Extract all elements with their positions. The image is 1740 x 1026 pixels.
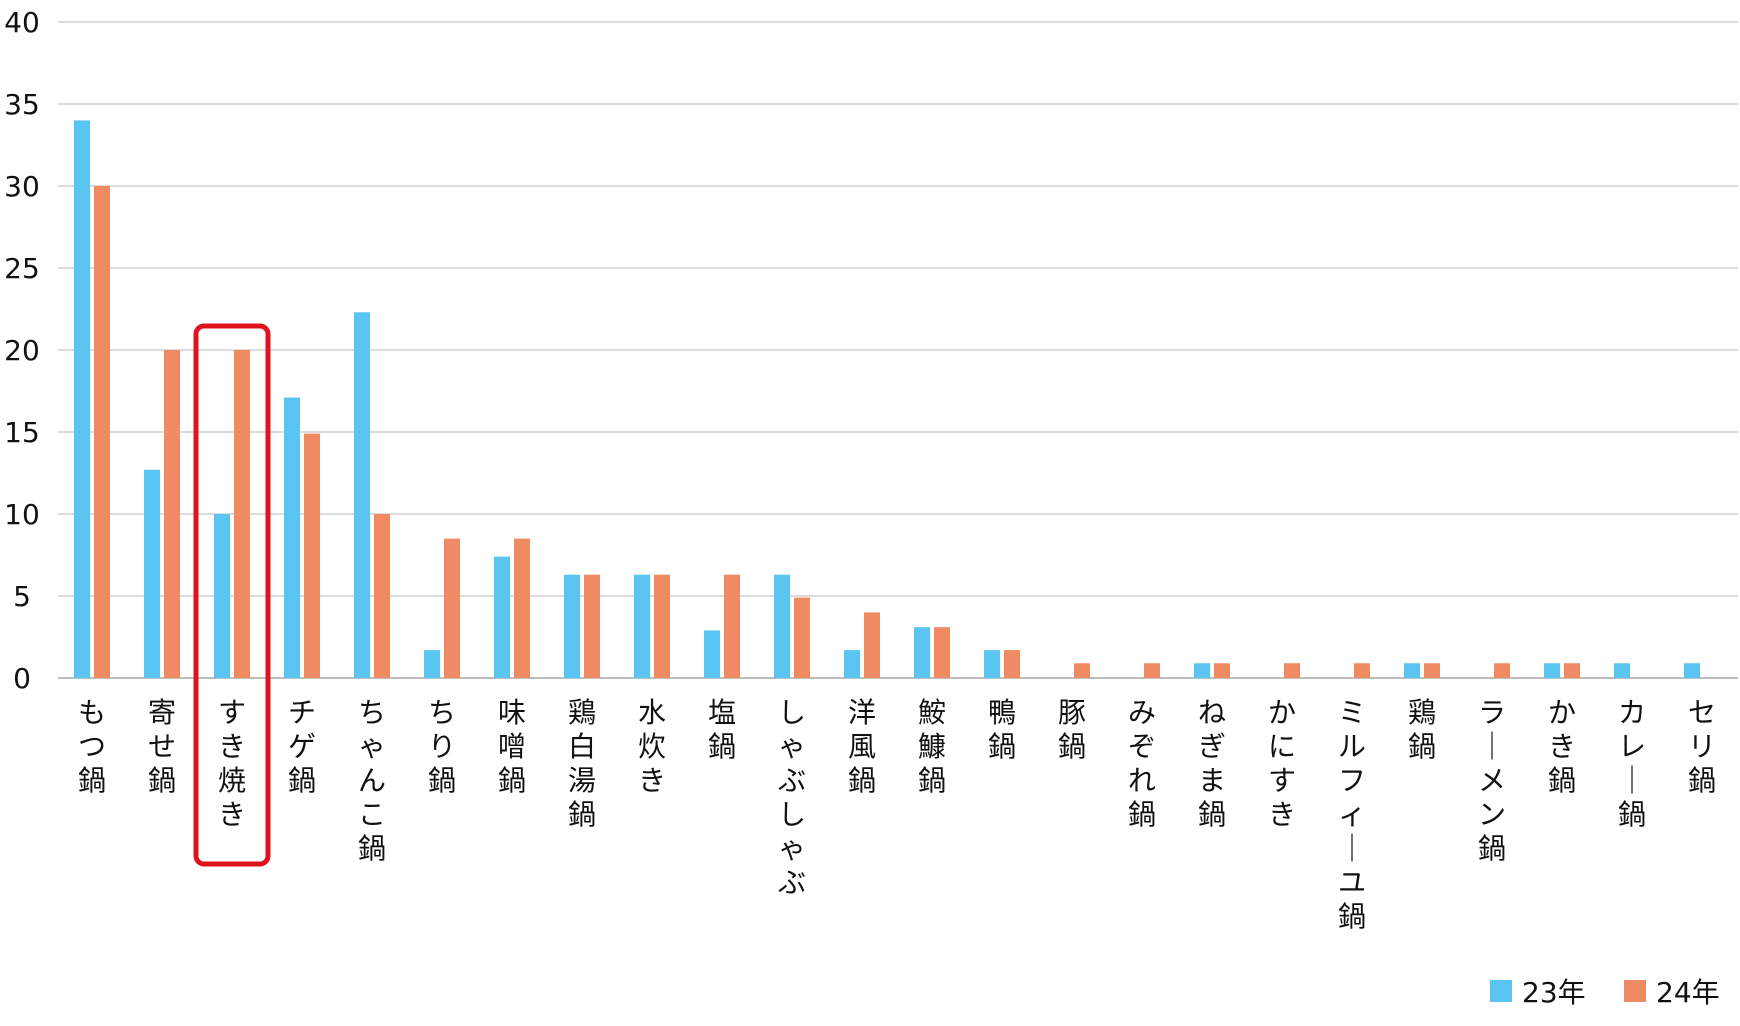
bar-series-23: [914, 627, 930, 678]
bar-series-23: [494, 556, 510, 678]
legend-swatch: [1490, 980, 1512, 1002]
x-tick-label: チゲ鍋: [288, 696, 316, 797]
bar-series-24: [1354, 663, 1370, 678]
x-tick-label: しゃぶしゃぶ: [778, 696, 806, 899]
bar-series-24: [164, 350, 180, 678]
bar-series-23: [354, 312, 370, 678]
bar-series-23: [1544, 663, 1560, 678]
x-tick-label: 鴨鍋: [988, 696, 1016, 763]
x-tick-label: ちゃんこ鍋: [358, 696, 386, 865]
bar-series-23: [144, 469, 160, 678]
bar-series-24: [444, 538, 460, 678]
x-tick-label: 寄せ鍋: [148, 696, 176, 797]
y-tick-label: 10: [4, 498, 40, 531]
bar-series-24: [1284, 663, 1300, 678]
y-tick-label: 0: [13, 662, 31, 695]
x-tick-label: すき焼き: [218, 696, 246, 831]
x-tick-label: ミルフィ｜ユ鍋: [1338, 696, 1366, 933]
bar-series-24: [234, 350, 250, 678]
bar-series-23: [1684, 663, 1700, 678]
bar-series-24: [794, 597, 810, 678]
x-tick-label: 水炊き: [638, 696, 666, 797]
bar-series-23: [564, 574, 580, 678]
x-tick-label: カレ｜鍋: [1618, 696, 1646, 831]
bar-series-23: [1614, 663, 1630, 678]
bar-series-23: [634, 574, 650, 678]
legend-swatch: [1624, 980, 1646, 1002]
bar-series-23: [74, 120, 90, 678]
y-tick-label: 15: [4, 416, 40, 449]
bar-series-24: [1144, 663, 1160, 678]
x-tick-label: 鶏鍋: [1408, 696, 1436, 763]
bar-series-23: [844, 650, 860, 678]
bar-series-24: [1074, 663, 1090, 678]
bar-series-24: [1564, 663, 1580, 678]
y-tick-label: 35: [4, 88, 40, 121]
x-tick-label: かにすき: [1268, 696, 1296, 831]
bar-series-24: [374, 514, 390, 678]
y-tick-label: 5: [13, 580, 31, 613]
bar-series-23: [704, 630, 720, 678]
x-tick-label: 鶏白湯鍋: [568, 696, 596, 831]
x-tick-label: 鮟鱇鍋: [918, 696, 946, 797]
bar-series-23: [284, 397, 300, 678]
bar-series-23: [1194, 663, 1210, 678]
y-tick-label: 40: [4, 6, 40, 39]
x-tick-label: ラ｜メン鍋: [1478, 696, 1506, 865]
bar-series-23: [1404, 663, 1420, 678]
y-tick-label: 20: [4, 334, 40, 367]
x-tick-label: 豚鍋: [1058, 696, 1086, 763]
x-tick-label: かき鍋: [1548, 696, 1576, 797]
x-tick-label: もつ鍋: [78, 696, 106, 797]
bar-series-24: [1494, 663, 1510, 678]
bar-series-24: [1424, 663, 1440, 678]
x-tick-label: ねぎま鍋: [1198, 696, 1226, 831]
bar-series-23: [984, 650, 1000, 678]
x-tick-label: ちり鍋: [428, 696, 456, 797]
bar-series-24: [934, 627, 950, 678]
bar-series-24: [1004, 650, 1020, 678]
x-tick-label: 洋風鍋: [848, 696, 876, 797]
bar-series-23: [214, 514, 230, 678]
bar-series-24: [304, 433, 320, 678]
bar-series-24: [584, 574, 600, 678]
x-tick-label: 塩鍋: [708, 696, 736, 763]
bar-series-24: [654, 574, 670, 678]
y-tick-label: 25: [4, 252, 40, 285]
bar-series-23: [424, 650, 440, 678]
bar-series-24: [724, 574, 740, 678]
bar-series-24: [864, 612, 880, 678]
bar-series-24: [514, 538, 530, 678]
bar-series-24: [94, 186, 110, 678]
bar-series-23: [774, 574, 790, 678]
legend-label: 23年: [1522, 976, 1586, 1009]
bar-series-24: [1214, 663, 1230, 678]
y-tick-label: 30: [4, 170, 40, 203]
x-tick-label: セリ鍋: [1688, 696, 1716, 797]
x-tick-label: みぞれ鍋: [1128, 696, 1156, 831]
highlight-box: [193, 323, 271, 867]
x-tick-label: 味噌鍋: [498, 696, 526, 797]
legend-label: 24年: [1656, 976, 1720, 1009]
